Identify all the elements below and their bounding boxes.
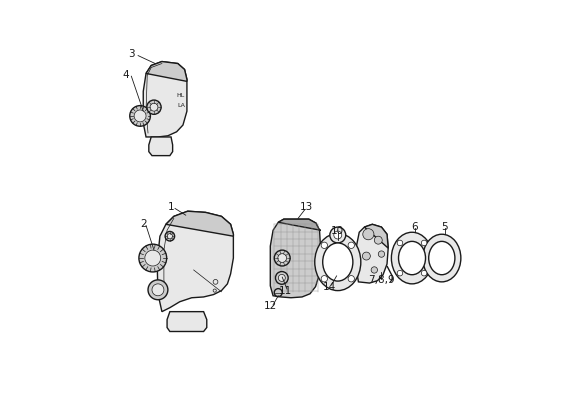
- Circle shape: [145, 250, 161, 266]
- PathPatch shape: [271, 219, 321, 298]
- Text: 14: 14: [323, 281, 336, 292]
- Circle shape: [363, 229, 374, 240]
- Ellipse shape: [398, 241, 426, 275]
- Circle shape: [275, 289, 282, 297]
- Circle shape: [276, 272, 288, 284]
- Circle shape: [421, 240, 427, 246]
- Circle shape: [148, 280, 168, 300]
- Circle shape: [165, 231, 175, 241]
- Circle shape: [397, 240, 403, 246]
- Text: 11: 11: [278, 285, 291, 296]
- Circle shape: [348, 242, 354, 249]
- Circle shape: [278, 254, 286, 262]
- Text: 13: 13: [299, 202, 312, 212]
- Circle shape: [378, 251, 385, 257]
- PathPatch shape: [357, 224, 388, 283]
- PathPatch shape: [149, 137, 173, 156]
- Circle shape: [362, 252, 370, 260]
- Text: 10: 10: [331, 226, 344, 236]
- Ellipse shape: [323, 243, 353, 281]
- Circle shape: [330, 227, 346, 243]
- Circle shape: [278, 274, 285, 281]
- PathPatch shape: [167, 312, 207, 331]
- Text: 4: 4: [123, 70, 130, 81]
- Circle shape: [374, 236, 382, 244]
- Circle shape: [397, 270, 403, 276]
- Text: LA: LA: [177, 103, 185, 108]
- Circle shape: [152, 284, 164, 296]
- Circle shape: [275, 250, 290, 266]
- PathPatch shape: [166, 211, 233, 236]
- Circle shape: [139, 244, 166, 272]
- Circle shape: [348, 276, 354, 282]
- Ellipse shape: [391, 232, 432, 284]
- Text: 12: 12: [264, 301, 277, 312]
- Circle shape: [130, 106, 151, 126]
- Text: HL: HL: [177, 93, 185, 98]
- Circle shape: [134, 110, 146, 122]
- Circle shape: [147, 100, 161, 114]
- PathPatch shape: [146, 62, 187, 81]
- Ellipse shape: [428, 241, 455, 275]
- Circle shape: [371, 267, 378, 273]
- Ellipse shape: [315, 233, 361, 291]
- Ellipse shape: [423, 234, 461, 282]
- Circle shape: [321, 276, 328, 282]
- Circle shape: [421, 270, 427, 276]
- Text: 6: 6: [411, 222, 418, 232]
- Text: 2: 2: [140, 219, 147, 229]
- PathPatch shape: [157, 211, 233, 312]
- Circle shape: [167, 233, 173, 239]
- Text: 3: 3: [128, 48, 135, 59]
- PathPatch shape: [143, 62, 187, 137]
- Circle shape: [321, 242, 328, 249]
- Circle shape: [334, 231, 342, 239]
- Text: 5: 5: [441, 222, 448, 232]
- PathPatch shape: [278, 219, 321, 230]
- Text: 1: 1: [168, 202, 174, 212]
- PathPatch shape: [365, 224, 388, 248]
- Text: 7,8,9: 7,8,9: [368, 275, 395, 285]
- Circle shape: [150, 103, 158, 111]
